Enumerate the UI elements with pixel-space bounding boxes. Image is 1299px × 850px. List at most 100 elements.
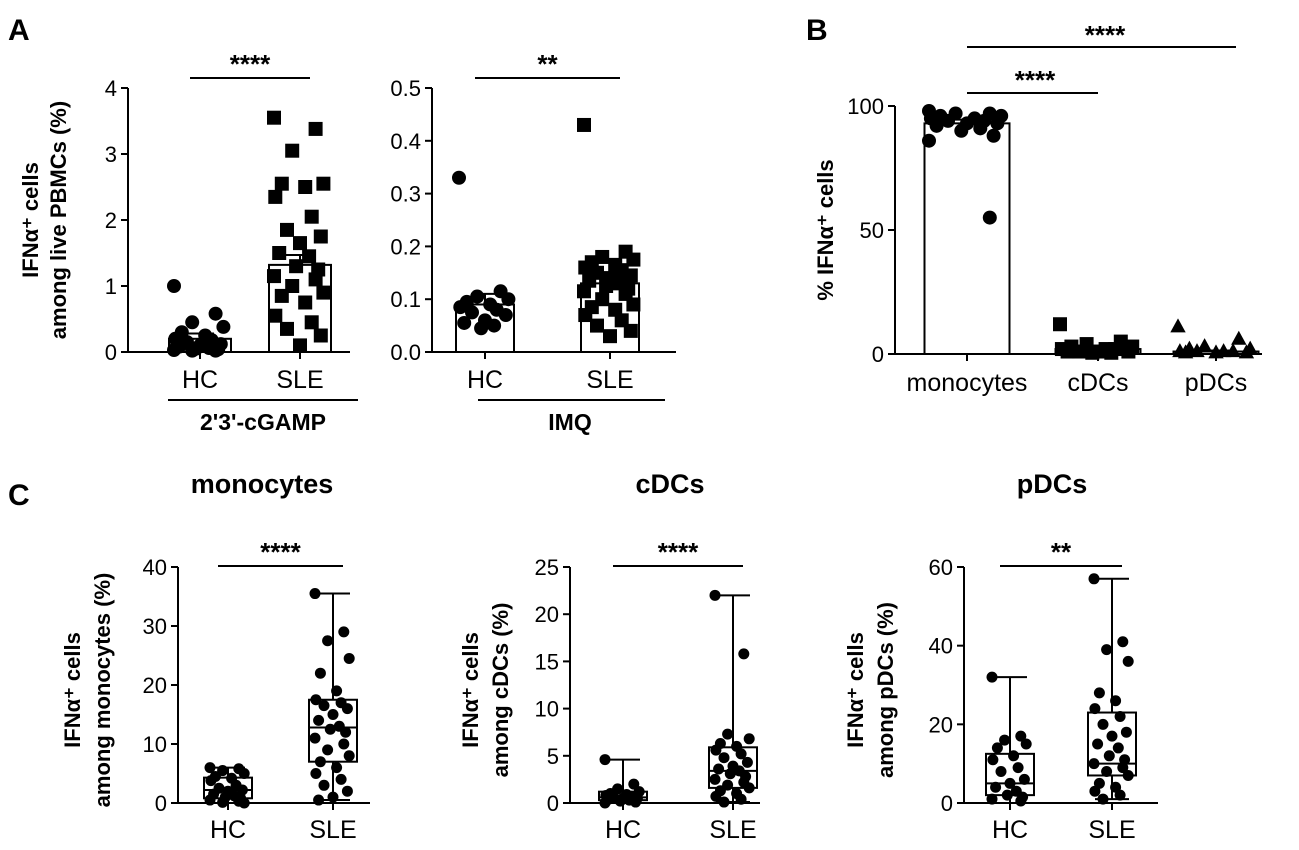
a1-point — [304, 315, 319, 330]
c3-point — [1101, 644, 1113, 656]
a1-point — [208, 306, 223, 321]
c2-point — [599, 754, 611, 766]
b-ytick-label: 50 — [860, 218, 884, 243]
a2-point — [453, 300, 468, 315]
c2-ytick-label: 10 — [535, 697, 559, 722]
a1-ytick-label: 2 — [105, 208, 117, 233]
b-significance-label-cdcs: **** — [1015, 65, 1056, 95]
b-ylabel: % IFNα⁺ cells — [813, 159, 838, 300]
c1-ytick-label: 0 — [155, 791, 167, 816]
plot-a-cgamp: 0 1 2 3 4 HC SLE **** — [105, 49, 350, 394]
c3-point — [1101, 766, 1113, 778]
c1-ylabel-line2: among monocytes (%) — [90, 573, 115, 808]
a1-point — [316, 176, 331, 191]
b-point — [1060, 344, 1075, 359]
c3-point — [1018, 773, 1030, 785]
c3-point — [1001, 789, 1013, 801]
b-point — [1053, 317, 1067, 332]
b-ylabel-text: % IFNα⁺ cells — [813, 159, 838, 300]
c1-point — [338, 626, 350, 638]
c3-ylabel-line1: IFNα⁺ cells — [843, 632, 868, 748]
a1-point — [313, 328, 328, 343]
c1-point — [309, 732, 321, 744]
b-point — [982, 210, 997, 225]
b-point — [941, 113, 955, 128]
a2-point — [578, 308, 593, 323]
c1-point — [327, 709, 339, 720]
plot-b-cell-types: 0 50 100 monocytes cDCs pDCs **** **** — [847, 20, 1262, 397]
a1-point — [185, 315, 200, 330]
a2-ytick-label: 0.0 — [390, 340, 421, 365]
a1-point — [268, 308, 283, 323]
a2-point — [577, 117, 591, 132]
c2-point — [713, 763, 725, 775]
c3-point — [1110, 695, 1122, 707]
c1-ytick-label: 20 — [143, 673, 167, 698]
c1-ytick-label: 10 — [143, 732, 167, 757]
c1-point — [310, 694, 322, 706]
c3-point — [1092, 738, 1104, 750]
c1-point — [324, 723, 336, 735]
c2-point — [718, 752, 730, 764]
a1-point — [268, 189, 283, 204]
a2-point — [590, 318, 604, 333]
a2-point — [452, 170, 466, 185]
a2-xtick-label: HC — [467, 366, 503, 394]
b-point — [1072, 344, 1086, 359]
a1-point — [304, 209, 319, 224]
a2-point — [457, 315, 472, 330]
c2-ytick-label: 0 — [547, 791, 559, 816]
a2-point — [465, 305, 479, 320]
c3-point — [1114, 789, 1126, 801]
c3-ytick-label: 60 — [929, 555, 953, 580]
a1-point — [280, 222, 294, 237]
c3-point — [1120, 726, 1132, 738]
c3-significance-label: ** — [1051, 537, 1072, 567]
c3-xtick-label: SLE — [1088, 816, 1135, 844]
a1-xtick-label: HC — [182, 366, 218, 394]
c2-title: cDCs — [635, 469, 704, 499]
c1-point — [343, 652, 355, 664]
c1-point — [309, 588, 321, 600]
a1-point — [308, 272, 323, 287]
a-group-label-cgamp: 2'3'-cGAMP — [200, 409, 326, 435]
c1-significance-label: **** — [260, 537, 301, 567]
c2-point — [738, 648, 750, 660]
a1-point — [298, 180, 313, 194]
c1-point — [238, 797, 250, 809]
a1-point — [267, 269, 281, 284]
a2-point — [603, 329, 617, 344]
a1-point — [267, 110, 281, 125]
c3-point — [1089, 785, 1101, 797]
a2-xtick-label: SLE — [586, 366, 633, 394]
c2-ytick-label: 15 — [535, 649, 559, 674]
a2-ytick-label: 0.5 — [390, 76, 421, 101]
a-ylabel-line1: IFNα⁺ cells — [18, 162, 43, 278]
c2-point — [599, 797, 611, 809]
b-point — [1189, 343, 1205, 358]
c2-point — [710, 744, 722, 756]
b-xtick-label: monocytes — [907, 369, 1028, 397]
c2-point — [630, 796, 642, 808]
b-point — [1170, 318, 1186, 333]
c3-point — [1112, 742, 1124, 754]
plot-c-cdcs: 0 5 10 15 20 25 HC SLE **** — [535, 537, 760, 844]
c1-point — [204, 794, 216, 806]
c1-point — [313, 714, 325, 726]
c3-xtick-label: HC — [992, 816, 1028, 844]
c3-point — [1122, 655, 1134, 667]
c2-point — [724, 768, 736, 780]
a2-point — [470, 289, 485, 304]
c1-point — [340, 726, 352, 738]
a-ylabel: IFNα⁺ cells among live PBMCs (%) — [18, 101, 71, 339]
c1-title: monocytes — [191, 469, 334, 499]
c2-point — [741, 756, 753, 768]
b-point — [1238, 344, 1255, 359]
b-point — [1231, 330, 1247, 345]
a1-point — [293, 236, 307, 251]
a1-point — [185, 343, 200, 358]
a1-point — [167, 279, 181, 293]
c3-point — [1114, 710, 1126, 722]
panel-label-b: B — [806, 14, 828, 47]
b-xtick-label: cDCs — [1067, 369, 1128, 397]
